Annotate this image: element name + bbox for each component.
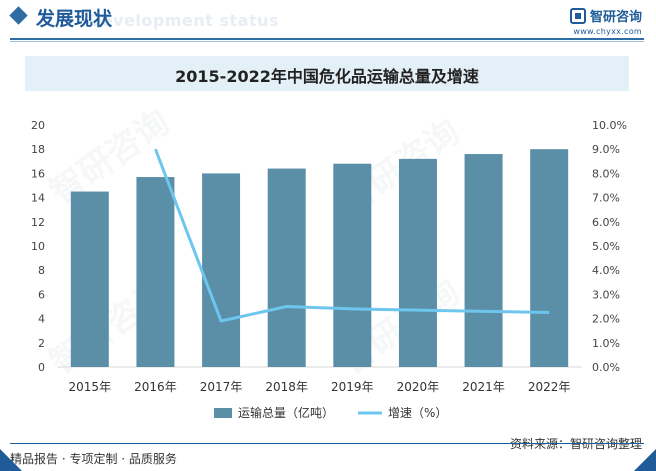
diamond-icon [9,6,28,25]
y-left-tick-label: 10 [31,240,45,253]
y-right-tick-label: 5.0% [592,240,620,253]
bar [530,149,569,367]
corner-decoration [0,449,22,471]
bar [398,158,437,367]
y-left-tick-label: 12 [31,216,45,229]
y-left-tick-label: 20 [31,119,45,132]
y-right-tick-label: 6.0% [592,216,620,229]
brand-name: 智研咨询 [589,10,642,25]
corner-decoration [634,449,656,471]
y-right-tick-label: 8.0% [592,167,620,180]
footer-divider [10,443,644,444]
bar [267,168,306,367]
y-left-tick-label: 6 [38,288,45,301]
y-left-tick-label: 0 [38,361,45,374]
y-left-tick-label: 8 [38,264,45,277]
y-right-tick-label: 1.0% [592,337,620,350]
y-left-tick-label: 18 [31,143,45,156]
x-tick-label: 2016年 [134,380,177,394]
x-tick-label: 2022年 [528,380,571,394]
header-divider-thin [10,41,644,42]
y-left-tick-label: 14 [31,192,45,205]
x-tick-label: 2019年 [331,380,374,394]
y-right-tick-label: 4.0% [592,264,620,277]
y-right-tick-label: 7.0% [592,192,620,205]
header-subtitle: Development status [88,11,280,30]
source-note: 资料来源：智研咨询整理 [509,437,642,451]
bar [333,163,372,367]
legend-label-line: 增速（%） [388,406,447,420]
chart-title: 2015-2022年中国危化品运输总量及增速 [175,67,479,86]
y-right-tick-label: 10.0% [592,119,627,132]
header-divider [10,38,644,40]
page-header: Development status 发展现状 [0,0,656,44]
chart-area: 0 2 4 6 8 10 12 14 16 18 20 0.0% 1.0% 2.0% 3.0% 4.0% 5.0… [31,119,627,420]
y-left-tick-label: 4 [38,313,45,326]
y-right-tick-label: 9.0% [592,143,620,156]
legend-swatch-bar [214,408,232,418]
brand-logo-icon [569,7,586,24]
bar [136,177,175,367]
y-right-tick-label: 2.0% [592,313,620,326]
bar [202,173,241,367]
brand: 智研咨询 [569,6,642,25]
bar [70,191,109,367]
x-tick-label: 2018年 [265,380,308,394]
page-title: 发展现状 [36,8,113,30]
brand-url: www.chyxx.com [573,27,642,36]
chart-title-box: 2015-2022年中国危化品运输总量及增速 [25,56,629,91]
x-tick-label: 2021年 [462,380,505,394]
x-tick-label: 2017年 [200,380,243,394]
bar [464,154,503,367]
legend-label-bar: 运输总量（亿吨） [238,405,334,420]
y-right-tick-label: 0.0% [592,361,620,374]
x-tick-label: 2020年 [397,380,440,394]
x-tick-label: 2015年 [69,380,112,394]
y-left-tick-label: 2 [38,337,45,350]
y-right-tick-label: 3.0% [592,288,620,301]
y-left-tick-label: 16 [31,167,45,180]
footer-slogan: 精品报告 · 专项定制 · 品质服务 [10,452,177,466]
